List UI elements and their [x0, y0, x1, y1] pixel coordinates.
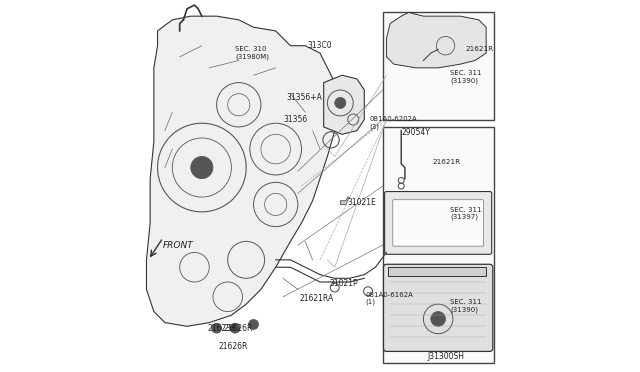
- Polygon shape: [387, 13, 486, 68]
- Text: 31356: 31356: [283, 115, 307, 124]
- Text: FRONT: FRONT: [163, 241, 194, 250]
- Text: 31021P: 31021P: [329, 279, 358, 288]
- Text: 081A0-6202A
(3): 081A0-6202A (3): [370, 116, 417, 130]
- Text: SEC. 310
(31980M): SEC. 310 (31980M): [235, 46, 269, 60]
- Polygon shape: [324, 75, 364, 134]
- FancyBboxPatch shape: [393, 200, 484, 246]
- Text: 31356+A: 31356+A: [287, 93, 323, 102]
- Text: 081A0-6162A
(1): 081A0-6162A (1): [365, 292, 413, 305]
- Text: 313C0: 313C0: [308, 41, 332, 50]
- Circle shape: [230, 323, 240, 333]
- Text: 21623R: 21623R: [207, 324, 237, 333]
- FancyBboxPatch shape: [388, 267, 486, 276]
- Circle shape: [212, 323, 221, 333]
- Text: J31300SH: J31300SH: [427, 352, 464, 361]
- Text: 21626R: 21626R: [218, 342, 248, 351]
- Text: 29054Y: 29054Y: [401, 128, 430, 137]
- Text: SEC. 311
(31390): SEC. 311 (31390): [451, 70, 482, 84]
- FancyBboxPatch shape: [383, 264, 493, 352]
- Text: 21621R: 21621R: [433, 159, 461, 165]
- PathPatch shape: [147, 16, 339, 326]
- Circle shape: [335, 97, 346, 109]
- Text: SEC. 311
(31390): SEC. 311 (31390): [451, 299, 482, 313]
- Circle shape: [431, 311, 445, 326]
- Text: 31021E: 31021E: [348, 198, 376, 207]
- Text: 21626R: 21626R: [223, 324, 253, 333]
- FancyBboxPatch shape: [383, 13, 493, 119]
- Circle shape: [191, 157, 213, 179]
- Text: SEC. 311
(31397): SEC. 311 (31397): [451, 207, 482, 221]
- Polygon shape: [340, 197, 349, 205]
- Circle shape: [249, 320, 259, 329]
- Text: 21621R: 21621R: [466, 46, 494, 52]
- FancyBboxPatch shape: [385, 192, 492, 254]
- Text: 21621RA: 21621RA: [300, 294, 334, 303]
- FancyBboxPatch shape: [383, 127, 493, 363]
